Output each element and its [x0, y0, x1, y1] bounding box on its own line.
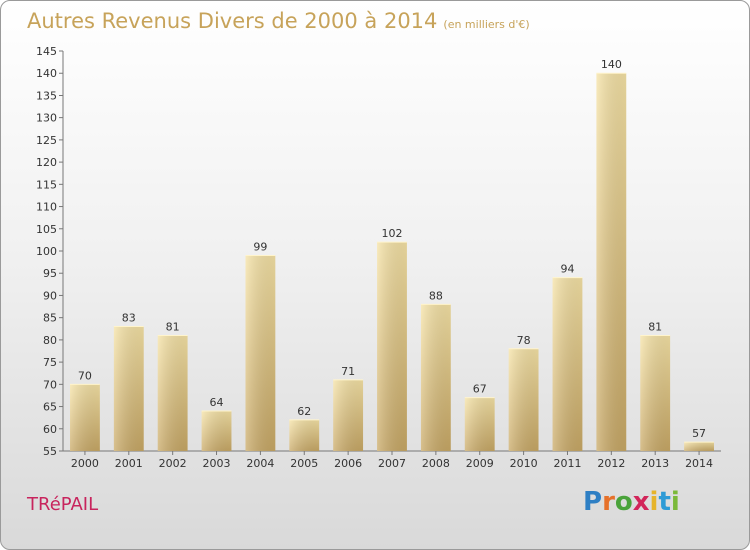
bar-shading: [333, 379, 364, 451]
x-tick-label: 2006: [334, 457, 362, 470]
y-tick-label: 60: [43, 423, 57, 436]
bar-shading: [201, 411, 232, 451]
y-tick-label: 110: [36, 201, 57, 214]
x-tick-label: 2000: [71, 457, 99, 470]
data-label: 81: [648, 320, 662, 333]
bars-group: [70, 72, 714, 451]
bar-shading: [113, 326, 144, 451]
y-tick-label: 85: [43, 312, 57, 325]
logo-letter: t: [658, 487, 671, 517]
bar-shading: [508, 348, 539, 451]
data-label: 102: [382, 227, 403, 240]
y-tick-label: 120: [36, 156, 57, 169]
chart-unit: (en milliers d'€): [443, 18, 530, 31]
data-label: 81: [166, 320, 180, 333]
bar-shading: [464, 397, 495, 451]
data-label: 88: [429, 289, 443, 302]
y-tick-label: 135: [36, 89, 57, 102]
x-tick-label: 2003: [203, 457, 231, 470]
y-tick-label: 55: [43, 445, 57, 458]
data-label: 78: [517, 334, 531, 347]
y-tick-label: 105: [36, 223, 57, 236]
data-label: 94: [560, 263, 574, 276]
y-tick-label: 125: [36, 134, 57, 147]
y-tick-label: 95: [43, 267, 57, 280]
proxiti-logo: Proxiti: [583, 487, 680, 517]
x-tick-label: 2013: [641, 457, 669, 470]
y-tick-label: 140: [36, 67, 57, 80]
x-tick-label: 2012: [597, 457, 625, 470]
data-label: 64: [210, 396, 224, 409]
x-tick-label: 2004: [246, 457, 274, 470]
bar-shading: [596, 73, 627, 451]
bar-shading: [552, 277, 583, 451]
logo-letter: i: [649, 487, 659, 517]
commune-name: TRéPAIL: [27, 494, 99, 515]
y-tick-label: 65: [43, 401, 57, 414]
bar-shading: [157, 335, 188, 451]
x-tick-label: 2001: [115, 457, 143, 470]
logo-letter: r: [602, 487, 615, 517]
logo-letter: i: [670, 487, 680, 517]
y-tick-label: 75: [43, 356, 57, 369]
y-tick-label: 70: [43, 378, 57, 391]
bar-shading: [70, 384, 100, 451]
axes: 55 60 65 70 75 80 85 90 95 100 105 110 115 120 125 130 1…: [36, 45, 721, 470]
bar-shading: [684, 442, 714, 451]
data-label: 62: [297, 405, 311, 418]
data-label: 67: [473, 383, 487, 396]
y-tick-label: 130: [36, 112, 57, 125]
x-tick-label: 2005: [290, 457, 318, 470]
bar-shading: [377, 242, 407, 451]
data-label: 70: [78, 369, 92, 382]
chart-title-block: Autres Revenus Divers de 2000 à 2014 (en …: [27, 9, 530, 33]
x-tick-label: 2002: [159, 457, 187, 470]
x-tick-label: 2014: [685, 457, 713, 470]
x-tick-label: 2011: [553, 457, 581, 470]
data-label: 71: [341, 365, 355, 378]
logo-letter: x: [632, 487, 650, 517]
bar-shading: [289, 419, 320, 451]
bar-shading: [245, 255, 276, 451]
x-tick-label: 2007: [378, 457, 406, 470]
data-label: 140: [601, 58, 622, 71]
y-tick-label: 100: [36, 245, 57, 258]
bar-shading: [420, 304, 451, 451]
y-tick-label: 90: [43, 289, 57, 302]
chart-title: Autres Revenus Divers de 2000 à 2014: [27, 9, 438, 33]
logo-letter: o: [614, 487, 633, 517]
y-tick-label: 145: [36, 45, 57, 58]
x-tick-label: 2009: [466, 457, 494, 470]
logo-letter: P: [583, 487, 603, 517]
data-label: 99: [253, 240, 267, 253]
x-tick-label: 2008: [422, 457, 450, 470]
value-labels-group: 70 83 81 64 99 62 71 102 88 67 78 94 140 81 57: [78, 58, 706, 440]
y-tick-label: 115: [36, 178, 57, 191]
data-label: 57: [692, 427, 706, 440]
x-tick-label: 2010: [510, 457, 538, 470]
bar-shading: [640, 335, 671, 451]
data-label: 83: [122, 312, 136, 325]
y-tick-label: 80: [43, 334, 57, 347]
